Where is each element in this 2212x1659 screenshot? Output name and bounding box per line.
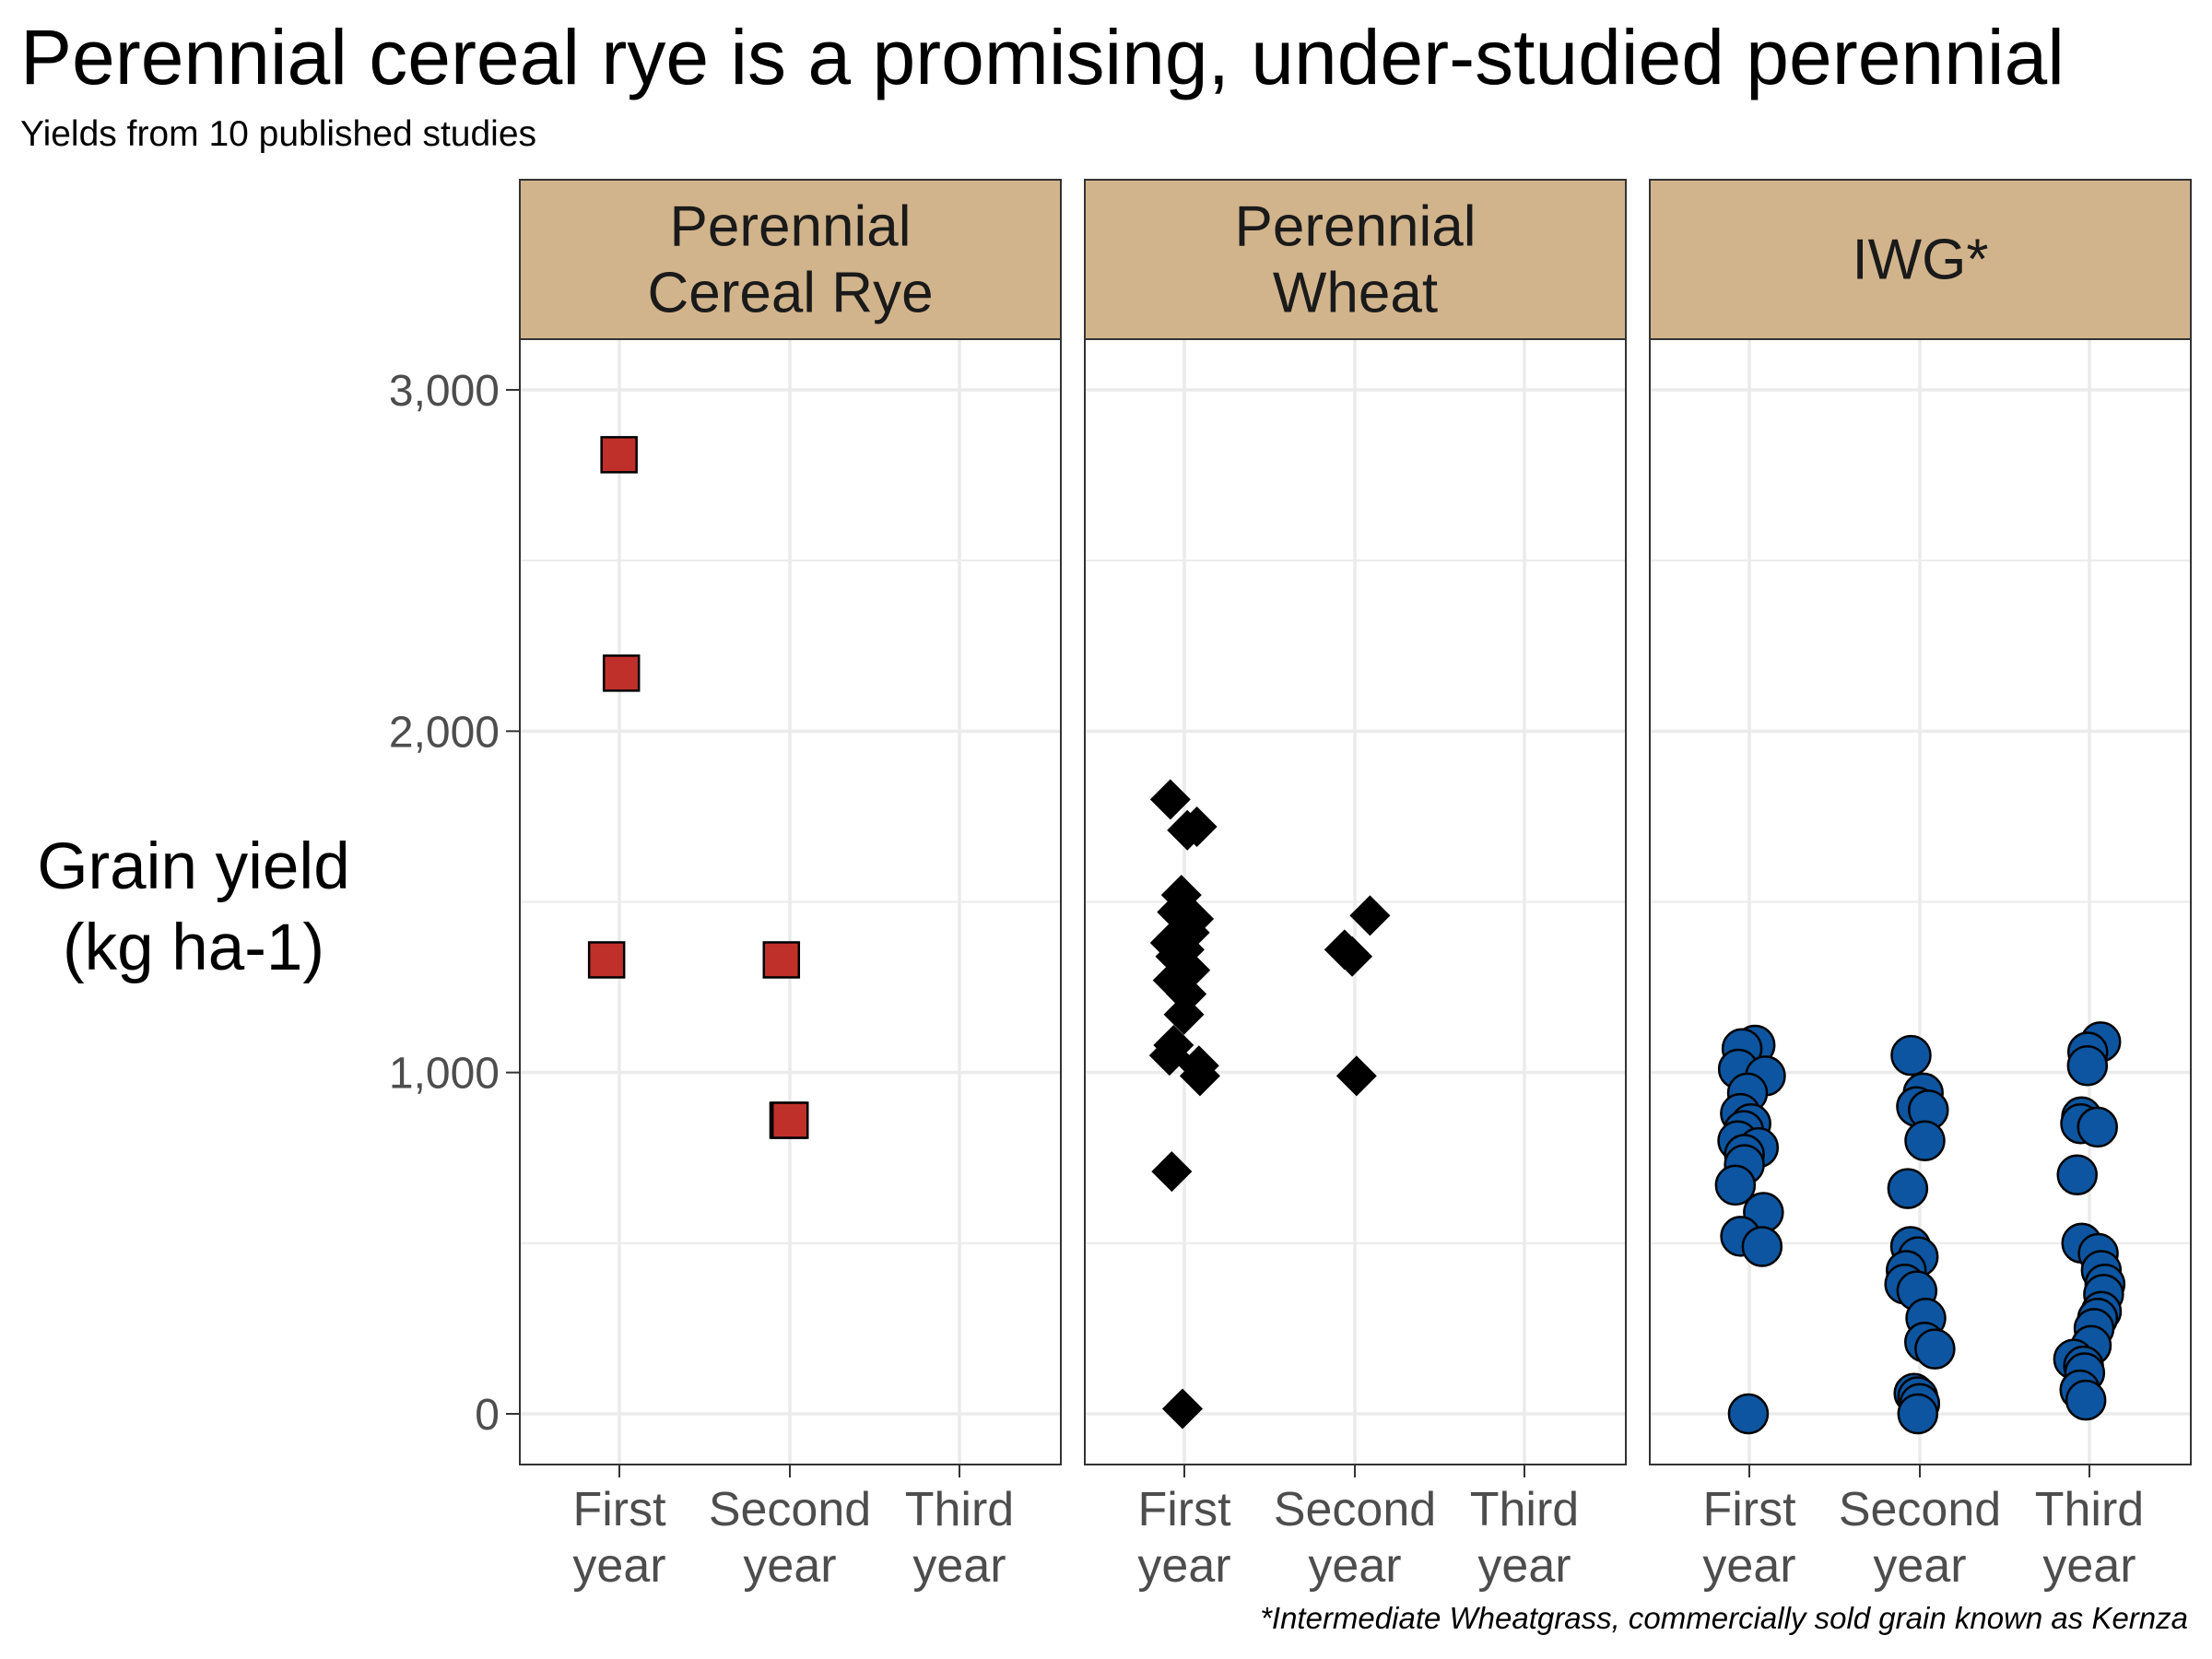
chart-subtitle: Yields from 10 published studies [20,114,537,154]
data-point-square [771,1101,809,1139]
panel-2-strip-label: Perennial [1235,195,1477,259]
x-tick-label: year [1137,1539,1230,1593]
data-point-diamond [1151,1151,1193,1193]
data-point-circle [1914,1328,1956,1370]
panel-1-strip-label: Perennial [670,195,912,259]
data-point-square [600,436,638,474]
panel-2-strip-label: Wheat [1273,262,1438,325]
x-tick-label: year [1308,1539,1401,1593]
data-point-diamond [1167,809,1208,851]
y-tick-label: 0 [475,1391,500,1440]
x-tick-label: year [572,1539,665,1593]
data-point-diamond [1163,994,1205,1035]
data-point-circle [1727,1393,1770,1435]
x-tick-label: year [2042,1539,2136,1593]
y-axis-label-line-2: (kg ha-1) [62,912,325,984]
data-point-circle [1904,1120,1946,1161]
x-tick-label: Third [905,1483,1014,1536]
x-tick-label: Second [709,1483,871,1536]
data-point-diamond [1179,1055,1220,1097]
x-tick-label: First [572,1483,666,1536]
data-point-circle [1887,1168,1929,1209]
panel-2-strip [1084,179,1627,340]
x-tick-label: First [1137,1483,1231,1536]
x-tick-label: year [912,1539,1006,1593]
x-tick-label: year [1873,1539,1966,1593]
panel-3-strip-label: IWG* [1852,229,1988,292]
panel-1-strip [519,179,1062,340]
x-tick-label: Second [1839,1483,2001,1536]
y-axis-label-line-1: Grain yield [37,830,350,903]
data-point-square [587,941,626,979]
data-point-circle [1890,1034,1932,1077]
y-tick-label: 3,000 [389,367,500,416]
x-tick-label: Third [1470,1483,1579,1536]
data-point-circle [2066,1045,2109,1087]
data-point-diamond [1349,895,1391,936]
panel-3-strip [1649,179,2192,340]
data-point-circle [1714,1164,1757,1206]
y-tick-label: 2,000 [389,708,500,757]
x-tick-label: year [1477,1539,1571,1593]
x-tick-label: Second [1274,1483,1436,1536]
x-tick-label: Third [2035,1483,2144,1536]
data-point-square [762,941,801,979]
data-point-circle [1897,1393,1939,1435]
data-point-diamond [1149,779,1191,820]
data-point-circle [2065,1379,2107,1421]
x-tick-label: year [1702,1539,1795,1593]
y-tick-label: 1,000 [389,1050,500,1099]
x-tick-label: year [743,1539,836,1593]
data-point-circle [2077,1106,2118,1148]
footnote-caption: *Intermediate Wheatgrass, commercially s… [1260,1601,2188,1635]
data-point-diamond [1332,935,1373,977]
chart-title: Perennial cereal rye is a promising, und… [20,14,2065,100]
y-axis-label: Grain yield (kg ha-1) [9,827,378,989]
data-point-circle [1741,1226,1783,1267]
x-tick-label: First [1702,1483,1796,1536]
data-point-circle [2056,1154,2098,1196]
data-point-diamond [1335,1055,1377,1097]
data-point-square [602,654,641,692]
data-point-diamond [1161,1388,1203,1430]
panel-1-strip-label: Cereal Rye [647,262,933,325]
